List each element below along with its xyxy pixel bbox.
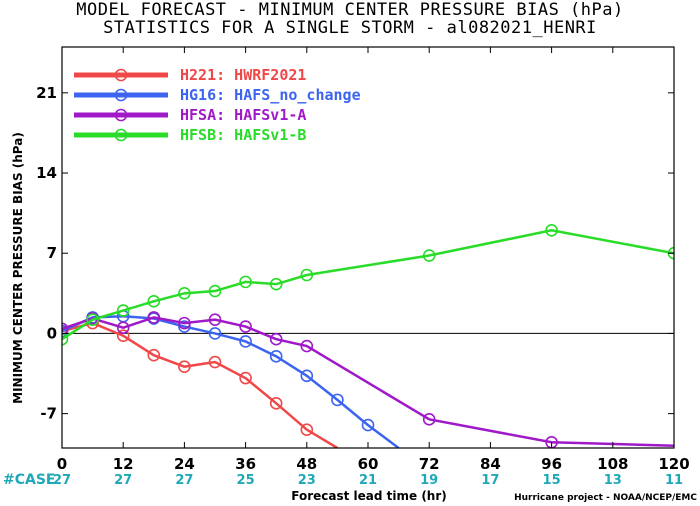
series-point-1 [331, 393, 344, 407]
series-point-2 [116, 321, 130, 335]
plot-frame [61, 46, 675, 449]
series-point-0 [269, 397, 283, 410]
case-count: 11 [665, 473, 683, 488]
series-point-3 [300, 268, 314, 282]
chart-subtitle: STATISTICS FOR A SINGLE STORM - al082021… [103, 18, 597, 38]
x-tick-label: 120 [658, 455, 689, 473]
series-point-3 [422, 249, 436, 262]
case-count: 21 [359, 473, 377, 488]
series-point-3 [116, 304, 130, 317]
series-point-1 [178, 320, 191, 333]
legend-marker [114, 88, 128, 102]
series-line-1 [62, 314, 400, 448]
y-tick-label: -7 [40, 405, 57, 423]
x-tick-label: 60 [358, 455, 379, 473]
series-point-2 [239, 320, 252, 333]
y-axis-label: MINIMUM CENTER PRESSURE BIAS (hPa) [11, 132, 25, 404]
series-point-2 [147, 311, 161, 324]
legend-label: HFSB: HAFSv1-B [180, 126, 306, 144]
case-count: 25 [237, 473, 255, 488]
series-point-0 [300, 423, 314, 436]
y-tick-label: 14 [36, 164, 57, 182]
case-label: #CASE [3, 472, 56, 488]
series-point-2 [178, 316, 191, 330]
x-tick-label: 24 [174, 455, 195, 473]
case-count: 27 [53, 473, 71, 488]
case-count: 19 [420, 473, 438, 488]
series-point-1 [208, 327, 222, 340]
x-tick-label: 12 [113, 455, 134, 473]
series-point-3 [62, 332, 69, 346]
legend-label: HFSA: HAFSv1-A [180, 106, 306, 124]
legend-label: H221: HWRF2021 [180, 66, 306, 84]
series-line-0 [62, 321, 339, 448]
x-axis-label: Forecast lead time (hr) [291, 489, 447, 503]
case-count: 27 [175, 473, 193, 488]
credit-text: Hurricane project - NOAA/NCEP/EMC [514, 493, 697, 503]
series-point-0 [208, 355, 222, 369]
series-point-1 [361, 418, 375, 432]
series-point-3 [86, 313, 99, 326]
series-point-3 [545, 224, 558, 237]
series-point-3 [178, 287, 191, 300]
series-point-1 [269, 350, 283, 363]
y-tick-label: 7 [47, 244, 57, 262]
x-tick-label: 108 [597, 455, 628, 473]
x-tick-label: 96 [541, 455, 562, 473]
series-point-1 [239, 335, 252, 348]
legend-label: HG16: HAFS_no_change [180, 86, 361, 104]
series-point-3 [239, 275, 252, 289]
legend-marker [114, 128, 128, 142]
x-tick-label: 36 [235, 455, 256, 473]
x-tick-label: 72 [419, 455, 440, 473]
legend-marker [114, 68, 128, 82]
series-point-3 [147, 295, 161, 308]
case-count: 27 [114, 473, 132, 488]
series-point-2 [422, 413, 436, 426]
series-point-3 [269, 277, 283, 291]
case-count: 23 [298, 473, 316, 488]
series-point-0 [116, 329, 130, 343]
series-point-1 [300, 369, 314, 383]
series-point-2 [62, 322, 69, 336]
plot-area [62, 224, 674, 448]
y-tick-label: 0 [47, 324, 57, 342]
case-count: 13 [604, 473, 622, 488]
case-count: 15 [543, 473, 561, 488]
series-point-0 [147, 348, 161, 362]
series-point-2 [208, 313, 222, 326]
x-tick-label: 48 [296, 455, 317, 473]
series-point-2 [300, 339, 314, 353]
x-tick-label: 0 [57, 455, 67, 473]
series-point-2 [269, 332, 283, 346]
series-point-0 [239, 371, 252, 385]
chart-title: MODEL FORECAST - MINIMUM CENTER PRESSURE… [76, 0, 624, 20]
case-count: 17 [481, 473, 499, 488]
series-point-3 [208, 284, 222, 298]
series-point-0 [178, 360, 191, 373]
x-tick-label: 84 [480, 455, 501, 473]
y-tick-label: 21 [36, 84, 57, 102]
legend-marker [114, 108, 128, 122]
